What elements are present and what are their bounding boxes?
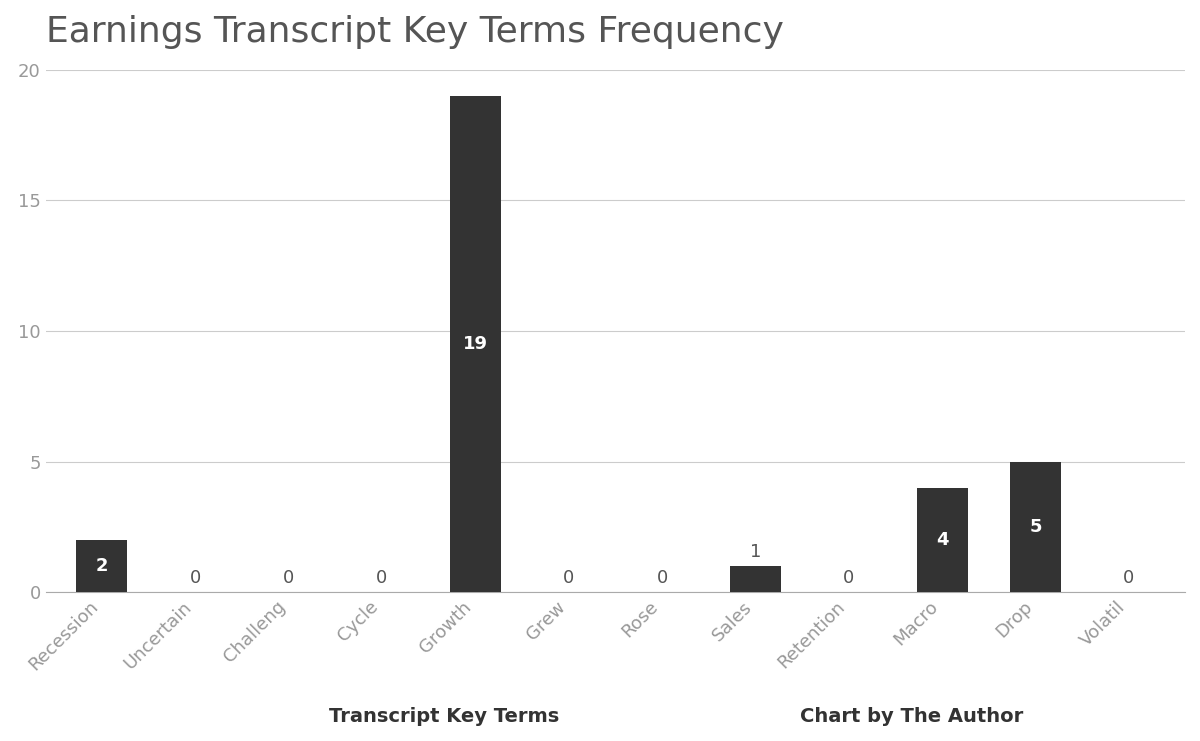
Bar xyxy=(450,96,500,592)
Text: 0: 0 xyxy=(377,569,388,587)
Text: 4: 4 xyxy=(936,531,948,549)
Text: 0: 0 xyxy=(283,569,294,587)
Text: 0: 0 xyxy=(1123,569,1134,587)
Text: 1: 1 xyxy=(750,542,761,561)
Bar xyxy=(1010,462,1061,592)
Bar xyxy=(917,488,968,592)
Text: 0: 0 xyxy=(563,569,575,587)
Text: 0: 0 xyxy=(656,569,667,587)
Text: 5: 5 xyxy=(1030,518,1042,536)
Text: 0: 0 xyxy=(844,569,854,587)
Text: 0: 0 xyxy=(190,569,200,587)
Text: 19: 19 xyxy=(463,335,487,353)
Bar xyxy=(730,566,781,592)
Bar xyxy=(76,540,127,592)
Text: Transcript Key Terms: Transcript Key Terms xyxy=(329,707,559,726)
Text: 2: 2 xyxy=(96,557,108,575)
Text: Chart by The Author: Chart by The Author xyxy=(800,707,1024,726)
Text: Earnings Transcript Key Terms Frequency: Earnings Transcript Key Terms Frequency xyxy=(46,15,784,49)
